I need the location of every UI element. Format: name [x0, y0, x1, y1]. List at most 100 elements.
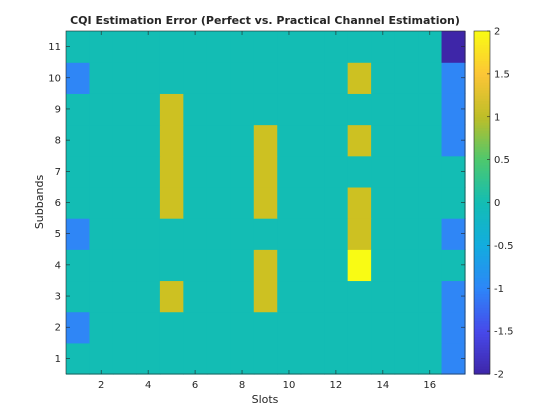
heatmap-cell: [89, 342, 114, 375]
heatmap-cell: [418, 218, 443, 250]
heatmap-cell: [183, 280, 208, 313]
colorbar-gradient-strip: [474, 57, 490, 62]
colorbar-gradient-strip: [474, 73, 490, 78]
colorbar-gradient-strip: [474, 111, 490, 115]
colorbar-gradient-strip: [474, 124, 490, 129]
colorbar-gradient-strip: [474, 245, 490, 249]
colorbar-gradient-strip: [474, 207, 490, 212]
colorbar-gradient-strip: [474, 116, 490, 121]
heatmap-cell: [206, 342, 231, 375]
colorbar-gradient-strip: [474, 344, 490, 348]
colorbar-gradient-strip: [474, 89, 490, 94]
heatmap-cell: [277, 186, 302, 219]
heatmap-cell: [324, 218, 349, 250]
heatmap-cell: [112, 31, 138, 63]
colorbar-gradient-strip: [474, 360, 490, 364]
heatmap-cell: [371, 280, 396, 313]
colorbar-gradient-strip: [474, 79, 490, 83]
heatmap-cell: [66, 62, 91, 94]
heatmap-cell: [253, 249, 278, 282]
heatmap-cell: [277, 249, 302, 282]
colorbar-gradient-strip: [474, 349, 490, 354]
heatmap-cell: [324, 62, 349, 94]
heatmap-cell: [136, 124, 161, 157]
heatmap-cell: [253, 155, 278, 188]
heatmap-cell: [394, 218, 419, 250]
heatmap-cell: [206, 186, 231, 219]
heatmap-cell: [66, 155, 91, 188]
heatmap-cell: [418, 124, 443, 157]
heatmap-cell: [277, 280, 302, 313]
heatmap-cell: [136, 218, 161, 250]
colorbar-gradient-strip: [474, 55, 490, 59]
heatmap-cell: [253, 186, 278, 219]
colorbar-gradient-strip: [474, 339, 490, 343]
y-tick-label: 11: [48, 42, 61, 53]
heatmap-cell: [371, 62, 396, 94]
colorbar-gradient-strip: [474, 331, 490, 335]
colorbar-gradient-strip: [474, 71, 490, 75]
heatmap-cell: [112, 280, 138, 313]
colorbar-gradient-strip: [474, 248, 490, 252]
heatmap-cell: [253, 62, 278, 94]
heatmap-cell: [89, 62, 114, 94]
heatmap-cell: [371, 124, 396, 157]
colorbar-gradient-strip: [474, 199, 490, 204]
colorbar-gradient-strip: [474, 312, 490, 316]
colorbar: -2 -1.5 -1 -0.5 0 0.5 1 1.5 2: [473, 27, 514, 381]
heatmap-cell: [206, 31, 231, 63]
heatmap-cell: [394, 342, 419, 375]
colorbar-gradient-strip: [474, 138, 490, 142]
colorbar-gradient-strip: [474, 122, 490, 126]
colorbar-gradient-strip: [474, 357, 490, 362]
heatmap-cell: [112, 249, 138, 282]
colorbar-gradient-strip: [474, 191, 490, 196]
heatmap-cell: [66, 31, 91, 63]
colorbar-gradient-strip: [474, 333, 490, 338]
heatmap-cell: [371, 186, 396, 219]
heatmap-cell: [394, 280, 419, 313]
colorbar-gradient-strip: [474, 269, 490, 273]
heatmap-cell: [230, 280, 255, 313]
y-tick-label: 9: [55, 104, 61, 115]
heatmap-cell: [159, 342, 184, 375]
heatmap-cell: [277, 124, 302, 157]
colorbar-tick-label: 1.5: [494, 69, 510, 80]
colorbar-gradient-strip: [474, 293, 490, 297]
heatmap-cell: [159, 124, 184, 157]
heatmap-cell: [136, 186, 161, 219]
chart-title: CQI Estimation Error (Perfect vs. Practi…: [70, 14, 460, 27]
colorbar-gradient-strip: [474, 315, 490, 319]
colorbar-gradient-strip: [474, 218, 490, 222]
colorbar-gradient-strip: [474, 325, 490, 330]
x-tick-label: 2: [98, 380, 104, 391]
y-tick-label: 8: [55, 136, 61, 147]
colorbar-gradient-strip: [474, 186, 490, 190]
x-tick-label: 16: [423, 380, 436, 391]
colorbar-gradient-strip: [474, 240, 490, 244]
heatmap-cell: [394, 155, 419, 188]
colorbar-tick-label: -0.5: [494, 241, 514, 252]
heatmap-cell: [206, 249, 231, 282]
colorbar-gradient-strip: [474, 130, 490, 134]
heatmap-cell: [371, 249, 396, 282]
colorbar-gradient-strip: [474, 178, 490, 182]
heatmap-cell: [183, 218, 208, 250]
colorbar-gradient-strip: [474, 151, 490, 155]
colorbar-gradient-strip: [474, 143, 490, 147]
heatmap-cell: [277, 218, 302, 250]
heatmap-cell: [277, 311, 302, 344]
heatmap-cell: [136, 62, 161, 94]
colorbar-gradient-strip: [474, 266, 490, 271]
colorbar-gradient-strip: [474, 242, 490, 246]
heatmap-cell: [324, 93, 349, 126]
colorbar-gradient-strip: [474, 231, 490, 236]
colorbar-gradient-strip: [474, 47, 490, 51]
colorbar-gradient-strip: [474, 355, 490, 359]
heatmap-cell: [183, 342, 208, 375]
heatmap-cell: [394, 311, 419, 344]
heatmap-cell: [159, 280, 184, 313]
x-axis: 2 4 6 8 10 12 14 16: [98, 31, 436, 391]
colorbar-gradient-strip: [474, 146, 490, 150]
